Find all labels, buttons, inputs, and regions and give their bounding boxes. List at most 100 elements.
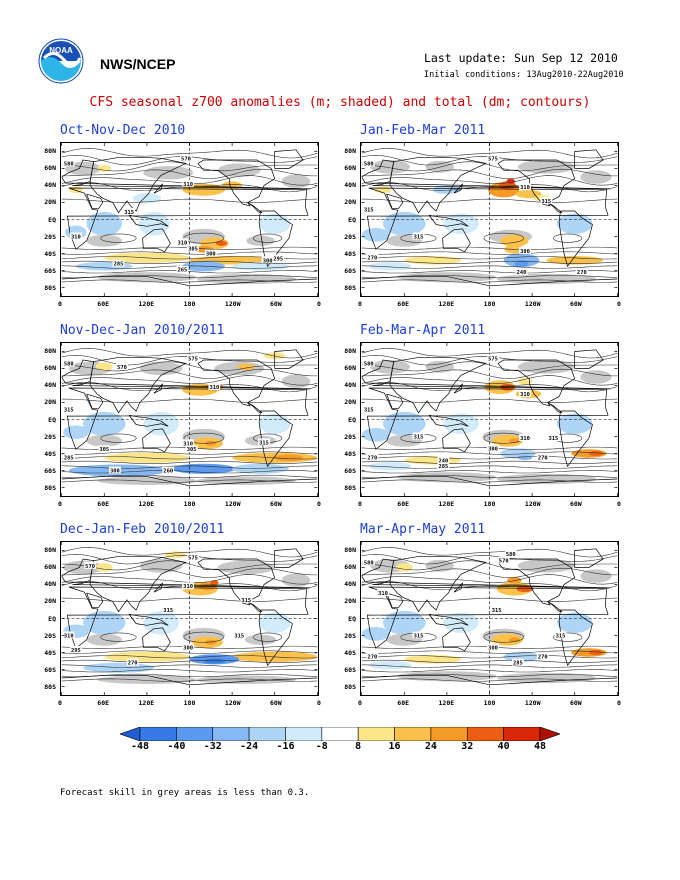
lat-tick-label: 20N (344, 398, 356, 407)
contour-label-bg (261, 256, 274, 264)
contour-label-bg (575, 268, 588, 276)
contour-line (100, 632, 137, 642)
contour-line (361, 664, 618, 668)
low-skill-area (196, 273, 297, 285)
lon-tick-label: 0 (617, 699, 621, 707)
colorbar-swatch (285, 727, 323, 741)
coastline (361, 675, 618, 686)
lon-tick-label: 0 (317, 300, 321, 308)
contour-label-bg (187, 553, 199, 561)
lat-tick-label: 80N (44, 146, 56, 155)
lat-tick-label: 20S (344, 631, 356, 640)
lon-tick-label: 60W (269, 699, 282, 707)
coastline (86, 592, 104, 608)
lat-tick-label: 60S (44, 267, 56, 276)
coastline (361, 476, 618, 487)
contour-label: 315 (414, 234, 424, 240)
contour-label: 570 (499, 559, 509, 565)
coastline (428, 613, 469, 626)
lat-tick-label: 60N (44, 363, 56, 372)
anomaly-patch (86, 211, 123, 236)
contour-label-bg (185, 445, 198, 453)
low-skill-area (370, 160, 410, 174)
coastline (61, 359, 311, 390)
coastline (61, 476, 318, 487)
contour-label: 315 (364, 207, 374, 213)
coastline (361, 359, 611, 390)
colorbar-swatch (321, 727, 359, 741)
coastline (428, 214, 469, 227)
lat-tick-label: 20S (344, 232, 356, 241)
contour-label-bg (180, 154, 192, 162)
lat-tick-label: 40N (344, 181, 356, 190)
contour-line (100, 433, 137, 443)
contour-label: 310 (378, 591, 388, 597)
contour-label-bg (519, 183, 531, 191)
coastline (66, 586, 309, 649)
anomaly-patch (232, 463, 289, 474)
lon-tick-label: 60W (569, 699, 582, 707)
contour-label: 300 (206, 251, 216, 257)
low-skill-area (496, 672, 597, 684)
contour-label: 285 (64, 456, 74, 462)
contour-label: 305 (187, 447, 197, 453)
anomaly-patch (491, 434, 523, 447)
contour-line (361, 168, 618, 179)
lat-tick-label: 20S (44, 432, 56, 441)
contour-label: 310 (209, 385, 219, 391)
contour-label: 300 (183, 645, 193, 651)
lon-tick-label: 120E (438, 500, 455, 508)
contour-line (100, 233, 137, 243)
anomaly-patch (368, 262, 412, 271)
low-skill-area (143, 165, 194, 180)
contour-label: 240 (517, 270, 527, 276)
anomaly-patch (205, 639, 217, 645)
lat-tick-label: EQ (348, 415, 356, 424)
anomaly-patch (215, 240, 228, 246)
colorbar-swatch (503, 727, 541, 741)
coastline (558, 609, 593, 667)
contour-label: 570 (85, 564, 95, 570)
lon-tick-label: 60E (97, 300, 110, 308)
contour-label: 310 (520, 392, 530, 398)
anomaly-patch (515, 189, 542, 199)
anomaly-patch (259, 612, 291, 633)
lat-tick-label: 60N (44, 562, 56, 571)
low-skill-area (217, 560, 275, 575)
contour-label-bg (233, 631, 246, 639)
contour-label-bg (366, 253, 379, 261)
lon-tick-label: 120W (524, 699, 541, 707)
contour-label: 310 (183, 182, 193, 188)
colorbar-swatch (466, 727, 504, 741)
colorbar-swatch (430, 727, 468, 741)
coastline (128, 214, 169, 227)
low-skill-area (246, 235, 275, 246)
contour-line (61, 664, 318, 668)
contour-label: 270 (128, 661, 138, 667)
contour-label-bg (126, 658, 139, 666)
contour-label-bg (362, 159, 375, 167)
lat-tick-label: 60S (44, 666, 56, 675)
anomaly-patch (132, 193, 162, 204)
contour-label: 310 (64, 633, 74, 639)
coastline (497, 558, 576, 606)
contour-label-bg (490, 606, 503, 613)
contour-label: 580 (506, 552, 516, 558)
contour-label-bg (62, 159, 75, 167)
contour-label-bg (554, 631, 567, 639)
anomaly-patch (588, 450, 604, 457)
anomaly-patch (382, 610, 426, 635)
coastline (61, 558, 311, 589)
coastline (153, 383, 163, 394)
lat-tick-label: 80N (344, 346, 356, 355)
anomaly-patch (222, 181, 243, 190)
contour-label-bg (272, 254, 285, 262)
low-skill-area (217, 163, 261, 177)
colorbar-swatch (139, 727, 177, 741)
contour-label: 300 (488, 446, 498, 452)
anomaly-patch (82, 610, 126, 635)
contour-label: 300 (520, 249, 530, 255)
contour-label-bg (487, 154, 499, 162)
panel-title: Mar-Apr-May 2011 (360, 522, 486, 537)
contour-label: 300 (263, 258, 273, 264)
